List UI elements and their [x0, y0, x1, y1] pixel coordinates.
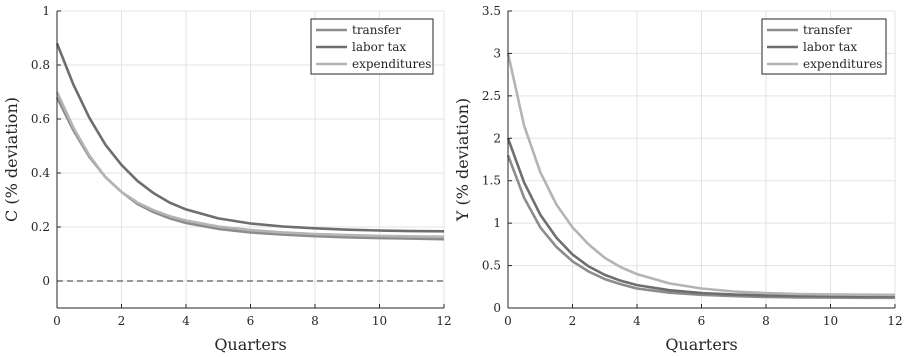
c-x-tick-label: 2: [118, 314, 126, 328]
c-line-expenditures: [55, 91, 445, 238]
consumption-chart: 0 2 4 6 8 10 12 0 0.2 0.4 0.6 0.8 1 Quarters C (% devi…: [2, 4, 452, 354]
y-x-tick-label: 6: [698, 314, 706, 328]
y-y-tick-label: 0: [493, 301, 501, 315]
y-legend-label-transfer: transfer: [803, 23, 852, 37]
output-chart: 0 2 4 6 8 10 12 0 0.5 1 1.5 2 2.5 3 3.5 Quarters Y (% de…: [453, 4, 903, 354]
c-x-tick-label: 0: [53, 314, 61, 328]
c-y-tick-label: 1: [42, 4, 50, 18]
y-line-labor-tax: [506, 137, 896, 298]
y-legend: transfer labor tax expenditures: [761, 18, 887, 75]
c-y-tick-label: 0.6: [31, 112, 50, 126]
y-y-tick-label: 2.5: [482, 89, 501, 103]
c-legend: transfer labor tax expenditures: [310, 18, 434, 75]
y-y-tick-label: 1: [493, 216, 501, 230]
y-line-expenditures: [506, 53, 896, 297]
y-x-tick-label: 4: [633, 314, 641, 328]
y-y-tick-label: 1.5: [482, 174, 501, 188]
y-y-tick-label: 3: [493, 46, 501, 60]
c-line-labor-tax: [55, 42, 445, 233]
c-legend-label-expenditures: expenditures: [352, 57, 431, 71]
c-legend-label-transfer: transfer: [352, 23, 401, 37]
y-y-axis-label: Y (% deviation): [453, 98, 472, 222]
c-y-axis-label: C (% deviation): [2, 97, 21, 222]
y-x-axis-label: Quarters: [665, 335, 737, 354]
y-line-transfer: [506, 154, 895, 300]
c-y-tick-label: 0.4: [31, 166, 50, 180]
y-x-tick-label: 0: [504, 314, 512, 328]
y-x-tick-label: 2: [569, 314, 577, 328]
c-legend-label-labor-tax: labor tax: [352, 40, 406, 54]
c-y-tick-label: 0: [42, 274, 50, 288]
c-y-tick-label: 0.2: [31, 220, 50, 234]
y-y-tick-label: 0.5: [482, 259, 501, 273]
c-x-tick-label: 12: [436, 314, 451, 328]
y-y-tick-label: 3.5: [482, 4, 501, 18]
c-x-tick-label: 6: [247, 314, 255, 328]
y-legend-label-expenditures: expenditures: [803, 57, 882, 71]
c-x-tick-label: 10: [372, 314, 387, 328]
y-legend-label-labor-tax: labor tax: [803, 40, 857, 54]
y-x-tick-label: 8: [762, 314, 770, 328]
c-x-tick-label: 8: [311, 314, 319, 328]
c-x-tick-label: 4: [182, 314, 190, 328]
c-y-tick-label: 0.8: [31, 58, 50, 72]
y-x-tick-label: 10: [823, 314, 838, 328]
c-x-axis-label: Quarters: [214, 335, 286, 354]
y-y-tick-label: 2: [493, 131, 501, 145]
y-x-tick-label: 12: [887, 314, 902, 328]
